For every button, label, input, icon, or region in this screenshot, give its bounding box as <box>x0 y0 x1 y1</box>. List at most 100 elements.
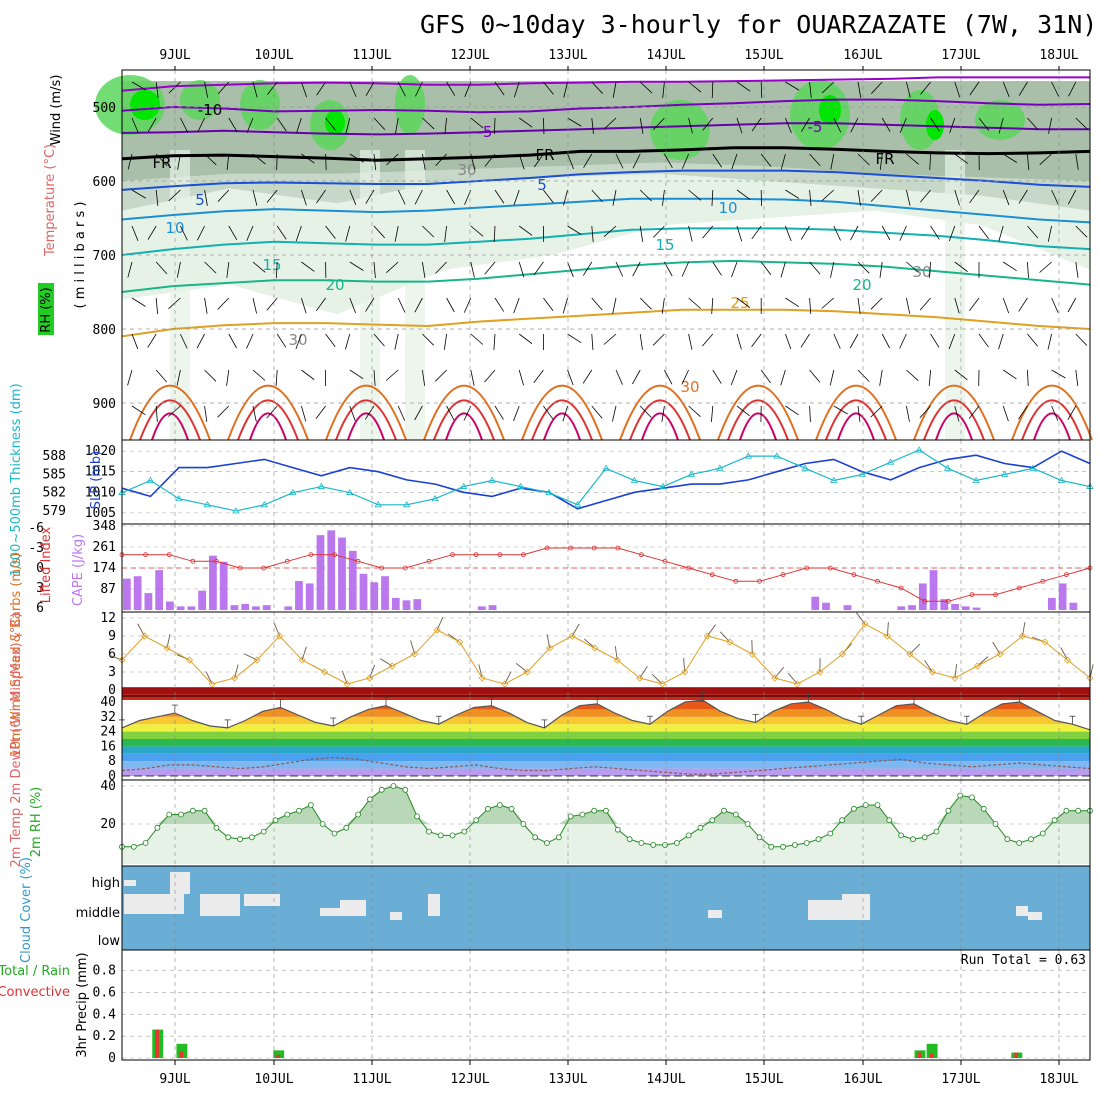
wind-barb <box>785 333 792 350</box>
wind-barb <box>1068 81 1077 97</box>
cape-bar <box>209 555 217 610</box>
wind-barb <box>296 117 302 134</box>
wind-barb <box>736 117 743 134</box>
wind-barb <box>954 297 960 314</box>
wind-speed-point <box>343 680 351 688</box>
precip-conv-bar <box>1014 1052 1019 1058</box>
wind-barb <box>470 225 484 237</box>
wind-barb <box>857 261 870 274</box>
cape-bar <box>252 606 260 610</box>
wind-barb <box>1002 405 1009 422</box>
wind-barb <box>252 297 257 314</box>
wind-barb <box>591 405 603 419</box>
wind-barb <box>870 189 883 202</box>
rh-point <box>225 834 232 841</box>
wind-barb <box>969 297 980 312</box>
wind-barb <box>494 81 505 96</box>
cape-bar <box>951 603 959 610</box>
rh-area <box>122 786 1090 864</box>
wind-barb <box>801 117 810 132</box>
wind-barb <box>301 261 315 272</box>
li-point <box>237 565 243 571</box>
cloud-block <box>340 900 366 916</box>
cape-bar <box>918 583 927 610</box>
wind-speed-point <box>681 668 689 676</box>
wind-barb <box>712 261 722 276</box>
wind-speed-point <box>321 668 329 676</box>
cloud-block <box>428 894 440 916</box>
thickness-point <box>488 476 496 483</box>
wind-barb <box>736 405 750 417</box>
wind-barb <box>196 225 205 241</box>
rh-point <box>756 834 763 841</box>
wind-barb <box>632 153 641 169</box>
rh-point <box>803 840 810 846</box>
thickness-point <box>744 452 753 459</box>
wind-axis-label: Wind (m/s) <box>49 75 64 146</box>
wind-barb <box>228 333 237 349</box>
contour-label: 30 <box>288 331 307 349</box>
wind-barb <box>821 297 835 309</box>
wind-barb <box>252 81 258 98</box>
wind-barb <box>276 153 278 171</box>
temp-contour-10 <box>121 197 1091 224</box>
thickness-point <box>886 458 895 465</box>
rh-point <box>827 830 834 837</box>
li-point <box>450 552 455 558</box>
cape-bar <box>155 570 164 610</box>
slp-line <box>121 450 1091 510</box>
temp-contour-hot <box>815 384 897 441</box>
temp-tick: 24 <box>100 725 116 740</box>
temp-band <box>122 709 1090 717</box>
wind-barb <box>582 261 593 276</box>
wind-barb <box>612 189 617 206</box>
wind-barb <box>899 117 907 133</box>
wind-barb <box>583 153 593 168</box>
wind-barb <box>276 225 287 240</box>
wind-speed-point <box>478 674 486 682</box>
wind-barb <box>1018 189 1028 204</box>
dewpt-line <box>121 756 1091 775</box>
wind-barb <box>1047 225 1052 242</box>
wind-barb <box>325 333 336 348</box>
rh-point <box>921 834 928 841</box>
wind-barb <box>906 369 919 382</box>
wind-barb <box>1027 153 1030 170</box>
precip-tick: 0 <box>108 1051 116 1066</box>
thickness-tick: 579 <box>43 504 66 519</box>
temp-contour-hot <box>139 399 201 441</box>
rh-point <box>933 828 940 835</box>
wind-tick: 6 <box>108 647 116 662</box>
rh-point <box>390 783 397 789</box>
rh-point <box>614 826 621 833</box>
temp-tick: 0 <box>108 769 116 784</box>
wind-barb <box>969 189 980 204</box>
wind-barb <box>155 261 168 275</box>
rh-point <box>260 828 267 835</box>
wind-barb <box>1075 153 1079 170</box>
wind-barb <box>252 261 266 273</box>
wind-barb <box>518 225 533 236</box>
wind-barb <box>267 81 278 95</box>
thickness-axis-label: 1000~500mb Thickness (dm) <box>9 383 24 576</box>
wind-barb <box>414 189 423 205</box>
wind-barb <box>591 225 594 242</box>
wind-barb <box>615 261 624 277</box>
wind-barb <box>217 297 230 310</box>
cape-bar <box>305 583 314 610</box>
wind-barb <box>906 261 919 273</box>
wind-barb <box>386 153 399 166</box>
wind-barb <box>301 81 307 98</box>
rh-point <box>839 817 845 824</box>
temp-contour-hot <box>543 412 581 441</box>
wind-barb <box>612 405 617 422</box>
wind-barb <box>857 153 870 166</box>
temp-contour-hot <box>641 412 679 441</box>
wind-barb <box>493 225 496 242</box>
wind-speed-point <box>185 656 194 664</box>
wind-barb <box>857 297 861 314</box>
wind-barb <box>821 189 835 202</box>
wind-barb <box>785 81 800 91</box>
li-tick: -3 <box>28 541 44 556</box>
li-point <box>969 592 975 598</box>
